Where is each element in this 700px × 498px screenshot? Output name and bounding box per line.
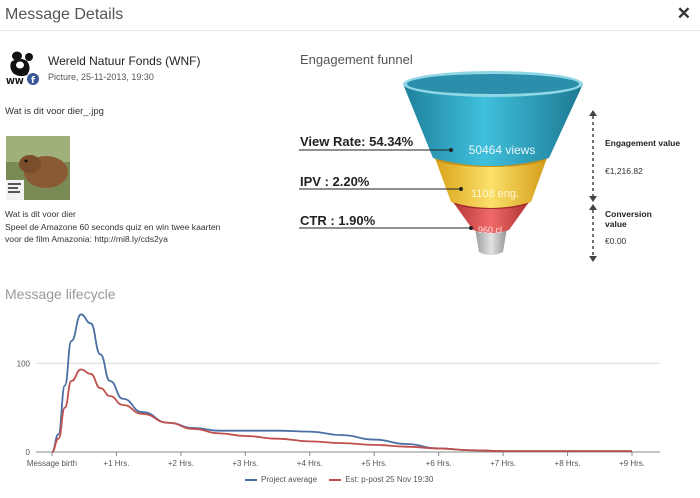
conversion-value-label: Conversion value [605, 209, 652, 229]
dialog-header: Message Details ✕ [0, 0, 700, 31]
x-tick-label: +3 Hrs. [232, 459, 258, 468]
engagement-funnel: 50464 views 1108 eng. 960 cl [299, 71, 597, 262]
x-tick-label: Message birth [27, 459, 77, 468]
funnel-cl-label: 960 cl [478, 225, 502, 235]
legend-item-estimate[interactable]: Est: p-post 25 Nov 19:30 [329, 475, 433, 484]
capybara-image[interactable] [6, 136, 70, 200]
x-tick-label: +5 Hrs. [361, 459, 387, 468]
ctr-metric: CTR : 1.90% [300, 213, 376, 228]
attachment-name: Wat is dit voor dier_.jpg [5, 106, 104, 117]
wwf-logo-icon[interactable]: WW f [5, 48, 39, 86]
x-tick-label: +9 Hrs. [619, 459, 645, 468]
ipv-metric: IPV : 2.20% [300, 174, 370, 189]
x-tick-label: +2 Hrs. [168, 459, 194, 468]
post-text: Wat is dit voor dier Speel de Amazone 60… [5, 208, 290, 246]
svg-text:WW: WW [6, 77, 24, 86]
legend-item-project-average[interactable]: Project average [245, 475, 317, 484]
funnel-eng-label: 1108 eng. [471, 188, 519, 200]
svg-text:f: f [31, 76, 35, 86]
y-tick-label: 100 [17, 359, 31, 368]
page-name[interactable]: Wereld Natuur Fonds (WNF) [48, 54, 201, 68]
dialog-title: Message Details [5, 6, 124, 23]
x-tick-label: +4 Hrs. [297, 459, 323, 468]
post-text-line: Wat is dit voor dier [5, 209, 76, 219]
series-line-estimate [51, 368, 632, 453]
x-tick-label: +1 Hrs. [103, 459, 129, 468]
legend-label: Est: p-post 25 Nov 19:30 [345, 475, 434, 484]
funnel-top [403, 84, 583, 166]
engagement-value: €1,216.82 [605, 166, 643, 176]
funnel-base [475, 228, 507, 255]
chart-legend: Project average Est: p-post 25 Nov 19:30 [245, 475, 443, 484]
x-tick-label: +8 Hrs. [555, 459, 581, 468]
post-meta: Picture, 25-11-2013, 19:30 [48, 72, 154, 82]
funnel-mid [435, 158, 547, 208]
lifecycle-chart: 0 100 Message birth +1 Hrs. +2 Hrs. +3 Hrs. +4… [17, 313, 660, 468]
engagement-value-label: Engagement value [605, 138, 681, 148]
series-line-project-average [51, 313, 632, 453]
funnel-views-label: 50464 views [469, 143, 536, 157]
conversion-value: €0.00 [605, 236, 627, 246]
funnel-low [453, 202, 529, 233]
post-text-line: Speel de Amazone 60 seconds quiz en win … [5, 221, 221, 232]
y-tick-label: 0 [26, 448, 31, 457]
legend-label: Project average [261, 475, 318, 484]
close-icon[interactable]: ✕ [676, 4, 691, 23]
legend-swatch [329, 478, 342, 481]
legend-swatch [245, 478, 257, 481]
view-rate-metric: View Rate: 54.34% [300, 134, 414, 149]
post-text-line[interactable]: voor de film Amazonia: http://mi8.ly/cds… [5, 234, 168, 244]
x-tick-label: +7 Hrs. [490, 459, 516, 468]
funnel-title: Engagement funnel [300, 52, 413, 67]
lifecycle-title: Message lifecycle [5, 286, 116, 302]
x-tick-label: +6 Hrs. [426, 459, 452, 468]
